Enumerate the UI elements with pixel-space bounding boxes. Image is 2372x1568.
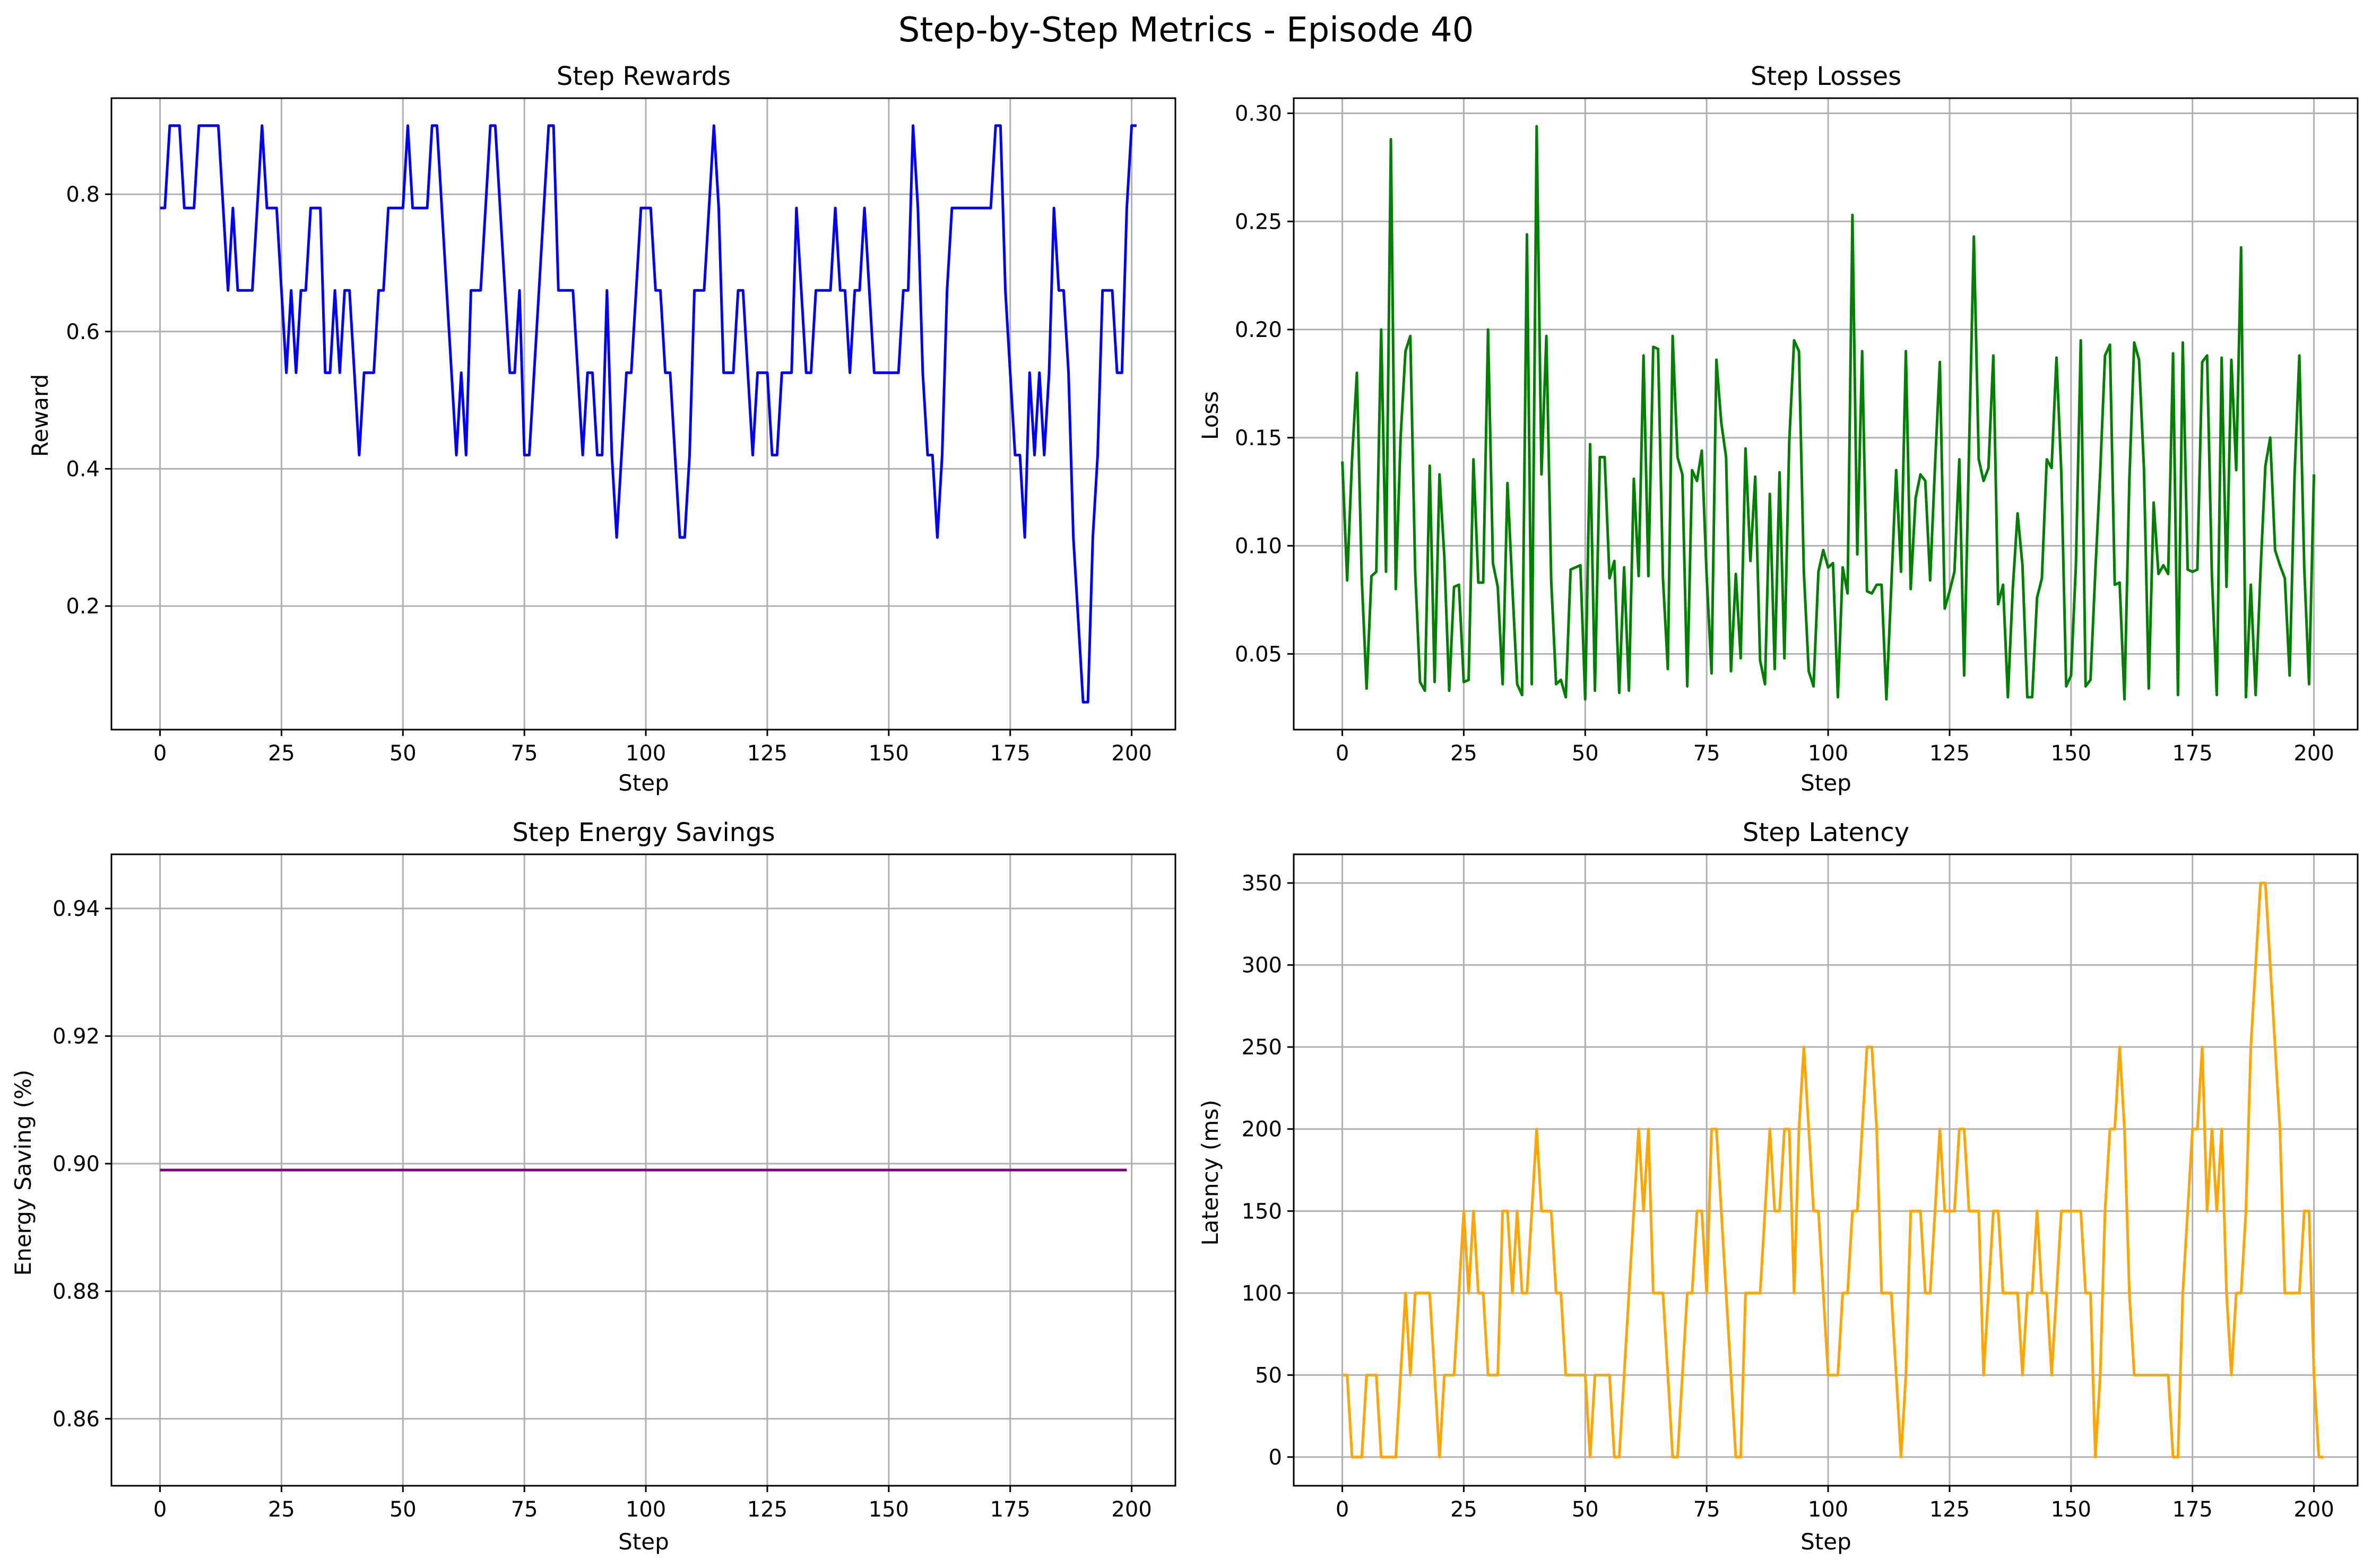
plot-area: 0 25 50 75 100 125 150 175 200 0 50 100 150 200 250 300… (1242, 853, 2359, 1522)
subplot-title: Step Latency (1743, 818, 1909, 847)
subplot-step-latency: 0 25 50 75 100 125 150 175 200 0 50 100 150 200 250 300… (1197, 818, 2359, 1555)
x-tick-label: 150 (2051, 741, 2091, 766)
y-tick-label: 0.20 (1235, 318, 1282, 342)
x-tick-label: 25 (1450, 741, 1477, 766)
x-tick-label: 175 (2172, 741, 2213, 766)
x-tick-label: 175 (990, 741, 1031, 766)
y-axis-label: Energy Saving (%) (10, 1070, 36, 1276)
y-tick-label: 0.05 (1235, 642, 1282, 666)
y-tick-label: 0.2 (66, 594, 100, 619)
x-tick-label: 200 (2293, 1497, 2334, 1522)
y-axis-label: Loss (1197, 391, 1223, 440)
subplot-step-energy-savings: 0 25 50 75 100 125 150 175 200 0.86 0.88 0.90 0.92 0.… (10, 818, 1176, 1555)
subplot-title: Step Energy Savings (512, 818, 775, 847)
x-tick-label: 25 (1450, 1497, 1477, 1522)
x-tick-label: 100 (1808, 1497, 1848, 1522)
y-tick-label: 150 (1242, 1199, 1282, 1224)
x-axis-label: Step (1800, 770, 1851, 796)
x-tick-label: 75 (1693, 741, 1720, 766)
y-tick-label: 0.6 (66, 320, 100, 344)
y-tick-label: 0.25 (1235, 210, 1282, 234)
x-tick-label: 125 (1929, 1497, 1970, 1522)
x-tick-label: 125 (1929, 741, 1970, 766)
plot-area: 0 25 50 75 100 125 150 175 200 0.2 0.4 0.6 0.8 (66, 97, 1176, 766)
y-tick-label: 0.90 (53, 1152, 100, 1176)
x-tick-label: 0 (153, 741, 167, 766)
x-tick-label: 50 (1572, 741, 1599, 766)
y-tick-label: 250 (1242, 1035, 1282, 1060)
x-tick-label: 150 (869, 741, 909, 766)
axes-frame (110, 853, 1176, 1487)
x-tick-label: 25 (268, 1497, 295, 1522)
y-axis-label: Latency (ms) (1197, 1100, 1223, 1246)
y-tick-label: 0 (1269, 1445, 1282, 1470)
series-line (1342, 881, 2324, 1459)
axes-frame (110, 97, 1176, 731)
subplot-title: Step Losses (1751, 62, 1901, 91)
x-axis-label: Step (618, 1529, 669, 1555)
x-tick-label: 125 (747, 1497, 787, 1522)
x-tick-label: 25 (268, 741, 295, 766)
x-tick-label: 200 (2293, 741, 2334, 766)
x-axis-label: Step (618, 770, 669, 796)
plot-area: 0 25 50 75 100 125 150 175 200 0.86 0.88 0.90 0.92 0.… (53, 853, 1176, 1522)
y-tick-label: 0.8 (66, 183, 100, 207)
axes-frame (1293, 853, 2359, 1487)
x-tick-label: 125 (747, 741, 787, 766)
y-tick-label: 50 (1255, 1363, 1282, 1388)
axes-frame (1293, 97, 2359, 731)
y-tick-label: 0.88 (53, 1279, 100, 1304)
x-tick-label: 150 (2051, 1497, 2091, 1522)
subplot-step-rewards: 0 25 50 75 100 125 150 175 200 0.2 0.4 0.6 0.8 Step … (27, 62, 1176, 796)
plot-area: 0 25 50 75 100 125 150 175 200 0.05 0.10 0.15 0.20 0.… (1235, 97, 2359, 766)
x-tick-label: 50 (389, 1497, 417, 1522)
y-tick-label: 100 (1242, 1281, 1282, 1306)
x-tick-label: 75 (511, 1497, 538, 1522)
y-axis-label: Reward (27, 374, 53, 457)
y-tick-label: 0.94 (53, 897, 100, 921)
subplot-title: Step Rewards (557, 62, 731, 91)
x-tick-label: 200 (1111, 1497, 1152, 1522)
y-tick-label: 200 (1242, 1117, 1282, 1142)
series-line (1341, 125, 2316, 701)
y-tick-label: 0.30 (1235, 102, 1282, 126)
x-tick-label: 150 (869, 1497, 909, 1522)
y-tick-label: 0.92 (53, 1025, 100, 1049)
y-tick-label: 0.86 (53, 1407, 100, 1432)
x-tick-label: 50 (1572, 1497, 1599, 1522)
x-tick-label: 0 (153, 1497, 167, 1522)
series-line (160, 124, 1137, 704)
subplot-step-losses: 0 25 50 75 100 125 150 175 200 0.05 0.10 0.15 0.20 0.… (1197, 62, 2359, 796)
x-tick-label: 175 (990, 1497, 1031, 1522)
x-tick-label: 175 (2172, 1497, 2213, 1522)
x-tick-label: 200 (1111, 741, 1152, 766)
x-tick-label: 0 (1336, 1497, 1349, 1522)
x-axis-label: Step (1800, 1529, 1851, 1555)
y-tick-label: 0.10 (1235, 534, 1282, 559)
x-tick-label: 75 (1693, 1497, 1720, 1522)
y-tick-label: 0.15 (1235, 426, 1282, 451)
y-tick-label: 350 (1242, 871, 1282, 896)
x-tick-label: 100 (1808, 741, 1848, 766)
x-tick-label: 75 (511, 741, 538, 766)
x-tick-label: 0 (1336, 741, 1349, 766)
x-tick-label: 50 (389, 741, 417, 766)
x-tick-label: 100 (626, 1497, 666, 1522)
y-tick-label: 300 (1242, 954, 1282, 978)
y-tick-label: 0.4 (66, 457, 100, 481)
x-tick-label: 100 (626, 741, 666, 766)
figure-suptitle: Step-by-Step Metrics - Episode 40 (898, 11, 1474, 50)
